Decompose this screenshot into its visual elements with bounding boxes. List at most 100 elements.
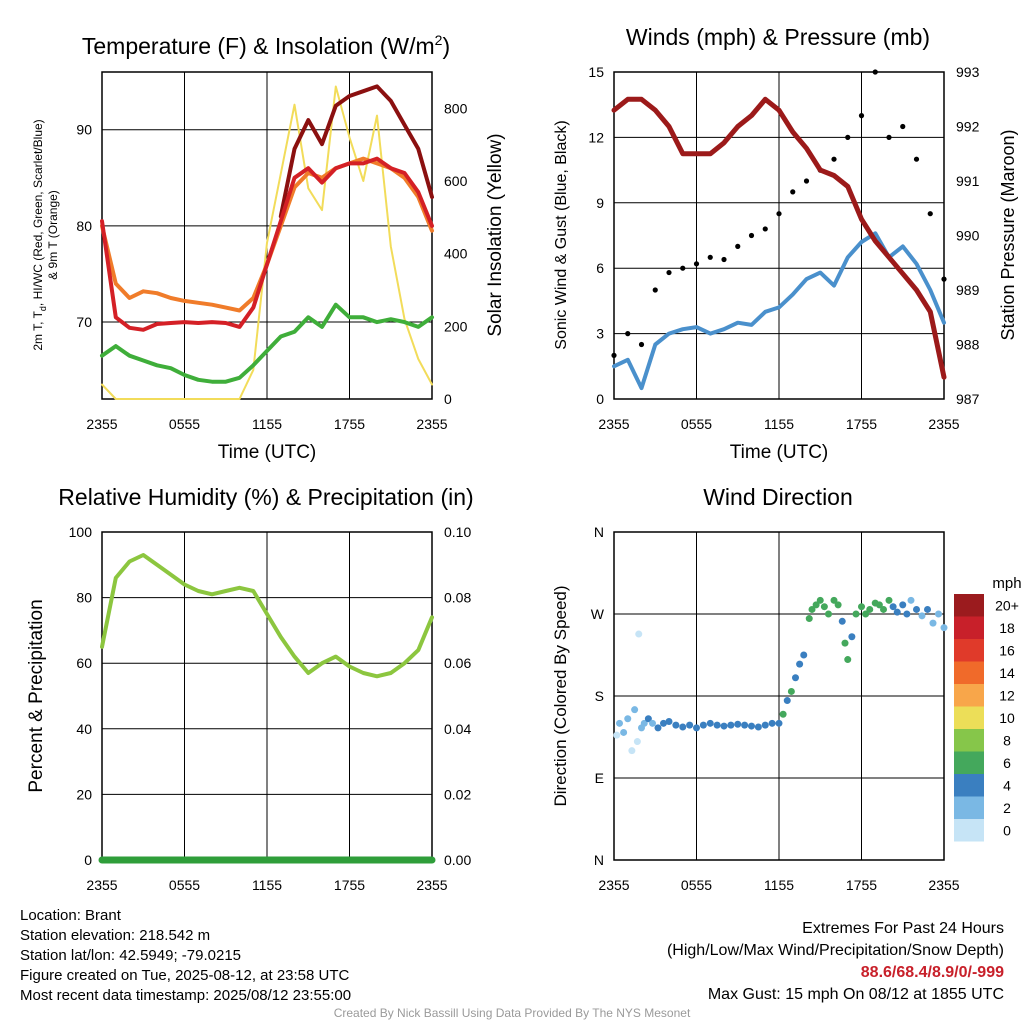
winds-x-ticks: 2355 0555 1155 1755 2355: [598, 416, 959, 432]
direction-point: [660, 719, 667, 727]
y-tick-label-left: 90: [76, 122, 92, 138]
direction-point: [940, 624, 948, 632]
direction-plot-frame: [613, 531, 945, 861]
legend-label: 16: [999, 642, 1015, 658]
y-tick-label-right: 990: [956, 228, 980, 244]
direction-point: [875, 601, 883, 609]
winds-plot-frame: [613, 71, 945, 400]
x-tick-label: 1755: [846, 877, 877, 893]
direction-point: [734, 720, 742, 728]
y-tick-label-right: 992: [956, 119, 980, 135]
gust-point: [886, 134, 892, 140]
direction-point: [748, 722, 755, 730]
gust-point: [900, 123, 906, 130]
direction-point: [899, 601, 907, 609]
winds-right-ticks: 987 988 989 990 991 992 993: [956, 64, 980, 407]
direction-point: [862, 610, 870, 618]
direction-point: [889, 603, 897, 611]
humidity-line: [100, 553, 434, 679]
temp-2m-line: [100, 156, 434, 332]
y-tick-label-right: 0.00: [444, 852, 471, 868]
x-tick-label: 0555: [169, 877, 200, 893]
y-tick-label-right: 991: [956, 173, 980, 189]
x-tick-label: 2355: [598, 877, 629, 893]
temperature-panel: Temperature (F) & Insolation (W/m2) 2355…: [31, 32, 506, 463]
y-tick-label-left: N: [594, 524, 604, 540]
direction-point: [918, 612, 926, 620]
y-tick-label-left: N: [594, 852, 604, 868]
direction-point: [825, 610, 832, 618]
gust-point: [721, 256, 727, 263]
station-latlon: Station lat/lon: 42.5949; -79.0215: [20, 947, 242, 964]
y-tick-label-left: 0: [596, 391, 604, 407]
direction-point: [838, 617, 846, 625]
direction-point: [893, 608, 901, 616]
temperature-ylabel-left: 2m T, Td, HI/WC (Red, Green, Scarlet/Blu…: [31, 119, 48, 350]
x-tick-label: 1755: [846, 416, 877, 432]
y-tick-label-right: 988: [956, 337, 980, 353]
winds-left-ticks: 0 3 6 9 12 15: [588, 64, 604, 407]
y-tick-label-right: 0.04: [444, 721, 471, 737]
speed-legend: 20+ 18 16 14 12 10 8 6 4 2 0: [954, 594, 1019, 842]
gust-point: [941, 276, 947, 282]
direction-point: [633, 738, 641, 746]
direction-point: [775, 719, 783, 727]
direction-point: [852, 610, 860, 618]
direction-point: [631, 706, 639, 714]
credit-line: Created By Nick Bassill Using Data Provi…: [333, 1006, 691, 1020]
humidity-ylabel-left: Percent & Precipitation: [26, 599, 47, 792]
direction-point: [620, 728, 628, 736]
x-tick-label: 1155: [764, 416, 794, 432]
y-tick-label-left: 80: [76, 590, 92, 606]
direction-point: [679, 723, 687, 731]
gust-point: [776, 211, 782, 217]
gust-point: [858, 113, 865, 119]
y-tick-label-left: 100: [69, 524, 93, 540]
humidity-title: Relative Humidity (%) & Precipitation (i…: [58, 484, 473, 510]
pressure-line: [611, 96, 947, 380]
legend-label: 20+: [995, 597, 1019, 613]
gust-point: [913, 156, 920, 162]
temperature-x-ticks: 2355 0555 1155 1755 2355: [86, 416, 447, 432]
max-gust: Max Gust: 15 mph On 08/12 at 1855 UTC: [707, 986, 1004, 1003]
direction-point: [654, 724, 662, 732]
recent-timestamp: Most recent data timestamp: 2025/08/12 2…: [20, 987, 352, 1004]
direction-series: [613, 596, 948, 755]
y-tick-label-right: 987: [956, 391, 980, 407]
station-elevation: Station elevation: 218.542 m: [20, 927, 211, 944]
gust-point: [707, 254, 713, 260]
direction-point: [672, 721, 680, 729]
direction-point: [783, 697, 791, 705]
x-tick-label: 0555: [169, 416, 200, 432]
y-tick-label-left: 15: [588, 64, 604, 80]
y-tick-label-right: 800: [444, 100, 468, 116]
direction-title: Wind Direction: [703, 484, 853, 510]
legend-label: 4: [1003, 777, 1011, 793]
extremes-values: 88.6/68.4/8.9/0/-999: [860, 964, 1004, 981]
direction-x-ticks: 2355 0555 1155 1755 2355: [598, 877, 959, 893]
direction-point: [848, 633, 856, 641]
extremes-heading: Extremes For Past 24 Hours: [802, 920, 1004, 937]
direction-point: [779, 710, 787, 718]
winds-title: Winds (mph) & Pressure (mb): [626, 24, 930, 50]
direction-point: [885, 596, 893, 604]
direction-point: [727, 721, 735, 729]
gust-point: [845, 134, 851, 140]
direction-point: [754, 723, 762, 731]
direction-point: [935, 610, 942, 618]
legend-swatch: [954, 774, 984, 797]
y-tick-label-left: 60: [76, 655, 92, 671]
winds-xlabel: Time (UTC): [730, 442, 829, 463]
legend-swatch: [954, 729, 984, 752]
legend-swatch: [954, 706, 984, 729]
gust-point: [638, 341, 645, 348]
y-tick-label-left: E: [595, 770, 604, 786]
gust-point: [680, 265, 686, 271]
direction-point: [792, 674, 799, 682]
legend-swatch: [954, 616, 984, 639]
legend-label: 18: [999, 620, 1015, 636]
direction-point: [907, 596, 915, 604]
y-tick-label-left: 80: [76, 218, 92, 234]
direction-point: [820, 603, 828, 611]
